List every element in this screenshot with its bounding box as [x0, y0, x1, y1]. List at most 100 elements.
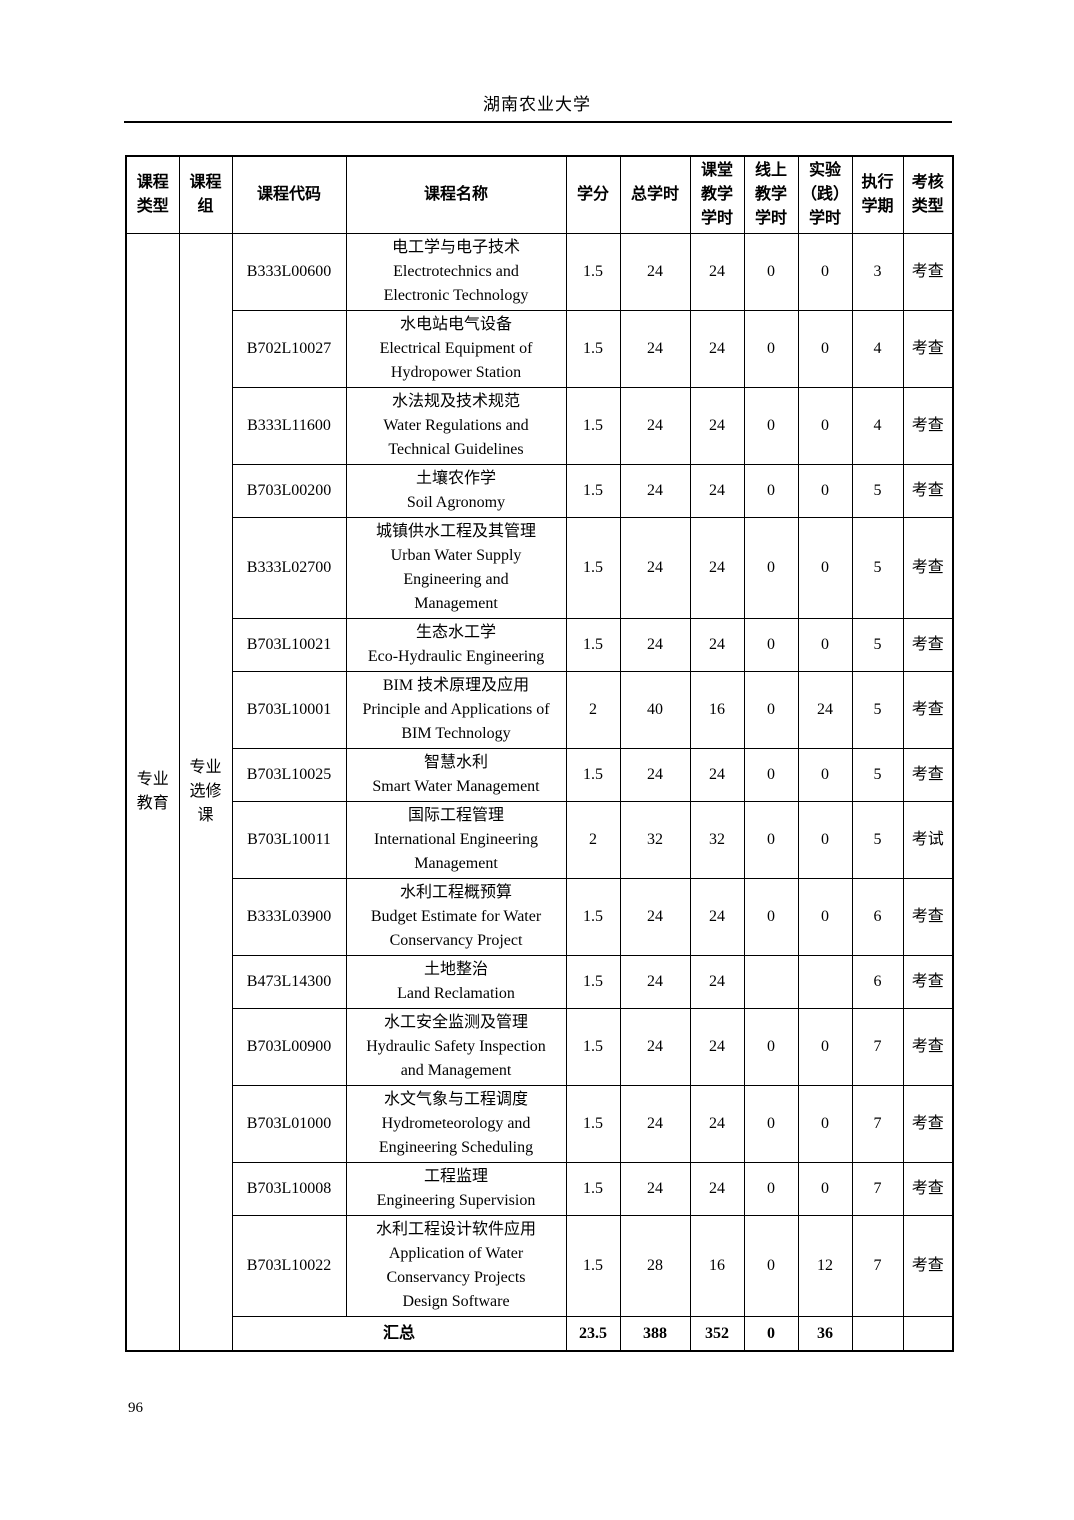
semester-cell: 7	[851, 1215, 904, 1317]
course-name-cell: 水利工程设计软件应用 Application of Water Conservan…	[345, 1215, 567, 1317]
semester-cell: 5	[851, 801, 904, 879]
course-name-cell: BIM 技术原理及应用 Principle and Applications of…	[345, 671, 567, 749]
lab-hours-cell: 0	[797, 618, 853, 672]
online-hours-cell: 0	[743, 1162, 799, 1216]
total-hours-cell: 24	[619, 955, 691, 1009]
course-name-cell: 生态水工学 Eco-Hydraulic Engineering	[345, 618, 567, 672]
classroom-hours-cell: 24	[689, 1008, 745, 1086]
semester-cell: 4	[851, 387, 904, 465]
header-course-name: 课程名称	[345, 155, 567, 234]
course-name-zh: 城镇供水工程及其管理	[375, 523, 536, 540]
assessment-cell: 考查	[902, 748, 954, 802]
table-header-row: 课程 类型 课程 组 课程代码 课程名称 学分 总学时 课堂 教学 学时 线上 …	[125, 155, 954, 234]
classroom-hours-cell: 24	[689, 310, 745, 388]
semester-cell: 7	[851, 1085, 904, 1163]
course-name-zh: 土壤农作学	[415, 470, 496, 487]
header-semester: 执行 学期	[851, 155, 904, 234]
lab-hours-cell: 0	[797, 387, 853, 465]
assessment-cell: 考查	[902, 310, 954, 388]
classroom-hours-cell: 24	[689, 955, 745, 1009]
lab-hours-cell: 12	[797, 1215, 853, 1317]
total-hours-cell: 24	[619, 464, 691, 518]
total-hours-cell: 32	[619, 801, 691, 879]
semester-cell: 7	[851, 1008, 904, 1086]
course-name-en: Soil Agronomy	[406, 494, 506, 511]
header-course-type: 课程 类型	[125, 155, 180, 234]
total-hours-cell: 24	[619, 310, 691, 388]
page-number: 96	[128, 1400, 143, 1416]
course-name-cell: 智慧水利 Smart Water Management	[345, 748, 567, 802]
semester-cell: 5	[851, 671, 904, 749]
header-divider	[124, 121, 952, 123]
assessment-cell: 考查	[902, 233, 954, 311]
course-name-zh: 生态水工学	[415, 624, 496, 641]
header-online-hours: 线上 教学 学时	[743, 155, 799, 234]
summary-lab-hours-cell: 36	[797, 1316, 853, 1352]
course-name-zh: 智慧水利	[423, 754, 488, 771]
course-name-cell: 土地整治 Land Reclamation	[345, 955, 567, 1009]
course-row: B333L03900 水利工程概预算 Budget Estimate for Wat…	[126, 878, 954, 956]
lab-hours-cell: 0	[797, 801, 853, 879]
course-name-zh: 土地整治	[423, 961, 488, 978]
lab-hours-cell: 24	[797, 671, 853, 749]
summary-row: 汇总 23.5 388 352 0 36	[126, 1316, 954, 1352]
lab-hours-cell: 0	[797, 517, 853, 619]
course-name-zh: 水工安全监测及管理	[383, 1014, 528, 1031]
total-hours-cell: 24	[619, 1162, 691, 1216]
online-hours-cell	[743, 955, 799, 1009]
course-code-cell: B333L02700	[231, 517, 347, 619]
total-hours-cell: 28	[619, 1215, 691, 1317]
course-row: B333L02700 城镇供水工程及其管理 Urban Water Supply E…	[126, 517, 954, 619]
semester-cell: 7	[851, 1162, 904, 1216]
assessment-cell: 考查	[902, 671, 954, 749]
semester-cell: 3	[851, 233, 904, 311]
course-row: B333L11600 水法规及技术规范 Water Regulations and …	[126, 387, 954, 465]
course-name-zh: 水利工程设计软件应用	[375, 1221, 536, 1238]
classroom-hours-cell: 24	[689, 517, 745, 619]
course-code-cell: B703L01000	[231, 1085, 347, 1163]
header-credits: 学分	[565, 155, 621, 234]
semester-cell: 6	[851, 955, 904, 1009]
credits-cell: 1.5	[565, 1008, 621, 1086]
semester-cell: 5	[851, 464, 904, 518]
course-name-en: Land Reclamation	[397, 985, 515, 1002]
semester-cell: 5	[851, 618, 904, 672]
lab-hours-cell	[797, 955, 853, 1009]
online-hours-cell: 0	[743, 387, 799, 465]
course-name-zh: 水利工程概预算	[399, 884, 512, 901]
course-code-cell: B703L00200	[231, 464, 347, 518]
total-hours-cell: 24	[619, 1085, 691, 1163]
course-code-cell: B333L00600	[231, 233, 347, 311]
lab-hours-cell: 0	[797, 233, 853, 311]
classroom-hours-cell: 16	[689, 671, 745, 749]
credits-cell: 1.5	[565, 1215, 621, 1317]
header-course-group: 课程 组	[178, 155, 233, 234]
course-name-zh: 水文气象与工程调度	[383, 1091, 528, 1108]
course-code-cell: B703L10022	[231, 1215, 347, 1317]
assessment-cell: 考试	[902, 801, 954, 879]
classroom-hours-cell: 16	[689, 1215, 745, 1317]
course-name-en: Electrical Equipment of Hydropower Stati…	[379, 340, 533, 381]
credits-cell: 1.5	[565, 1085, 621, 1163]
course-name-zh: BIM 技术原理及应用	[382, 677, 530, 694]
course-row: B703L10011 国际工程管理 International Engineerin…	[126, 801, 954, 879]
online-hours-cell: 0	[743, 671, 799, 749]
summary-assessment-cell	[902, 1316, 954, 1352]
credits-cell: 1.5	[565, 233, 621, 311]
course-group-cell: 专业 选修 课	[178, 233, 233, 1352]
semester-cell: 5	[851, 517, 904, 619]
assessment-cell: 考查	[902, 878, 954, 956]
total-hours-cell: 40	[619, 671, 691, 749]
assessment-cell: 考查	[902, 1008, 954, 1086]
course-name-cell: 土壤农作学 Soil Agronomy	[345, 464, 567, 518]
semester-cell: 6	[851, 878, 904, 956]
lab-hours-cell: 0	[797, 748, 853, 802]
course-table: 课程 类型 课程 组 课程代码 课程名称 学分 总学时 课堂 教学 学时 线上 …	[125, 155, 954, 1352]
credits-cell: 1.5	[565, 517, 621, 619]
credits-cell: 1.5	[565, 1162, 621, 1216]
credits-cell: 1.5	[565, 618, 621, 672]
course-row: 专业 教育 专业 选修 课 B333L00600 电工学与电子技术 Electrotec…	[125, 233, 954, 1352]
online-hours-cell: 0	[743, 233, 799, 311]
classroom-hours-cell: 24	[689, 878, 745, 956]
course-name-en: Eco-Hydraulic Engineering	[367, 648, 545, 665]
